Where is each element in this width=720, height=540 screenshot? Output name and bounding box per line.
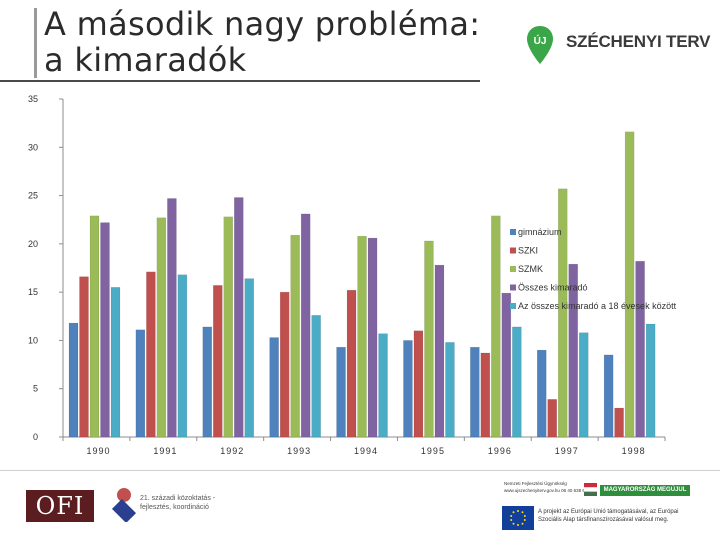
x-tick-label: 1997 — [555, 446, 579, 456]
bar-4-1998 — [635, 260, 645, 438]
bar-5-1993 — [311, 315, 321, 438]
bar-3-1991 — [156, 217, 167, 438]
bar-1-1995 — [403, 340, 413, 438]
page-title: A második nagy probléma: a kimaradók — [44, 6, 480, 78]
bar-3-1995 — [424, 240, 434, 438]
bar-1-1998 — [603, 354, 614, 438]
bar-1-1994 — [336, 346, 346, 438]
bar-4-1996 — [501, 292, 512, 438]
y-tick-label: 15 — [28, 287, 38, 297]
y-tick-label: 10 — [28, 335, 38, 345]
legend-swatch — [510, 247, 516, 254]
legend-label: Az összes kimaradó a 18 évesek között — [518, 301, 677, 311]
y-tick-label: 30 — [28, 142, 38, 152]
y-tick-label: 20 — [28, 239, 38, 249]
title-line-2: a kimaradók — [44, 41, 247, 79]
logo-text: SZÉCHENYI TERV — [566, 32, 711, 51]
bar-3-1996 — [491, 215, 501, 438]
bar-1-1993 — [269, 337, 279, 438]
legend-label: SZMK — [518, 264, 543, 274]
bar-3-1994 — [357, 235, 367, 438]
eu-flag-icon — [502, 506, 534, 530]
x-tick-label: 1991 — [153, 446, 177, 456]
bar-5-1997 — [578, 332, 589, 438]
bar-2-1997 — [547, 399, 557, 438]
y-tick-label: 35 — [28, 94, 38, 104]
footer-divider — [0, 470, 720, 471]
bar-4-1991 — [167, 198, 177, 438]
bar-3-1998 — [624, 131, 635, 438]
kit-caption: 21. századi közoktatás - fejlesztés, koo… — [140, 495, 216, 511]
hungarian-flag-icon — [584, 483, 597, 496]
kit-emblem-icon — [111, 488, 137, 522]
bar-2-1991 — [146, 271, 156, 438]
ofi-logo: OFI — [26, 490, 94, 522]
legend-label: Összes kimaradó — [518, 283, 588, 293]
bar-4-1993 — [300, 213, 311, 438]
title-accent-bar — [34, 8, 37, 78]
bar-chart: 0 5 10 15 20 25 30 35 1990 1991 1992 1993 1994 1995 19… — [28, 94, 677, 456]
bar-2-1998 — [614, 407, 624, 438]
bar-3-1993 — [290, 234, 300, 438]
legend-label: SZKI — [518, 246, 538, 256]
bar-3-1997 — [557, 188, 568, 438]
bar-3-1992 — [223, 216, 234, 438]
bar-2-1992 — [213, 285, 223, 438]
title-underline — [0, 80, 480, 82]
x-tick-label: 1992 — [220, 446, 244, 456]
bar-4-1997 — [568, 263, 578, 438]
bar-1-1991 — [135, 329, 146, 438]
logo-badge: ÚJ — [534, 34, 547, 47]
bar-2-1995 — [413, 330, 424, 438]
bar-1-1992 — [202, 326, 213, 438]
y-tick-label: 25 — [28, 191, 38, 201]
bar-5-1996 — [512, 326, 522, 438]
x-tick-label: 1996 — [488, 446, 512, 456]
legend-swatch — [510, 284, 516, 291]
x-tick-label: 1998 — [622, 446, 646, 456]
bar-4-1990 — [100, 222, 110, 438]
bar-2-1994 — [346, 289, 357, 438]
bar-3-1990 — [89, 215, 100, 438]
bar-5-1998 — [645, 323, 656, 438]
x-tick-label: 1990 — [86, 446, 110, 456]
bar-4-1995 — [434, 264, 445, 438]
bar-1-1990 — [68, 322, 79, 438]
eu-funding-note: A projekt az Európai Unió támogatásával,… — [538, 509, 679, 523]
bar-5-1995 — [445, 342, 455, 438]
bar-2-1990 — [79, 276, 89, 438]
bar-1-1997 — [536, 349, 547, 438]
map-pin-icon: ÚJ — [527, 26, 553, 64]
legend-label: gimnázium — [518, 227, 562, 237]
magyarorszag-megujul-banner: MAGYARORSZÁG MEGÚJUL — [600, 485, 690, 496]
legend-swatch — [510, 266, 516, 272]
x-tick-label: 1995 — [421, 446, 445, 456]
title-line-1: A második nagy probléma: — [44, 5, 481, 43]
bar-5-1992 — [244, 278, 255, 438]
bar-2-1996 — [480, 352, 491, 438]
szechenyi-terv-logo: ÚJ SZÉCHENYI TERV — [526, 24, 710, 68]
nfu-contact: Nemzeti Fejlesztési Ügynökség www.ujszec… — [504, 481, 590, 493]
bar-5-1991 — [177, 274, 188, 438]
bar-2-1993 — [279, 291, 290, 438]
bar-5-1994 — [378, 333, 388, 438]
y-tick-label: 0 — [33, 432, 38, 442]
x-tick-label: 1993 — [287, 446, 311, 456]
bar-4-1994 — [367, 237, 378, 438]
bar-5-1990 — [110, 287, 121, 438]
bar-1-1996 — [470, 346, 480, 438]
x-tick-label: 1994 — [354, 446, 378, 456]
y-tick-label: 5 — [33, 384, 38, 394]
legend-swatch — [510, 229, 516, 235]
bar-4-1992 — [234, 197, 244, 438]
legend-swatch — [510, 303, 516, 309]
